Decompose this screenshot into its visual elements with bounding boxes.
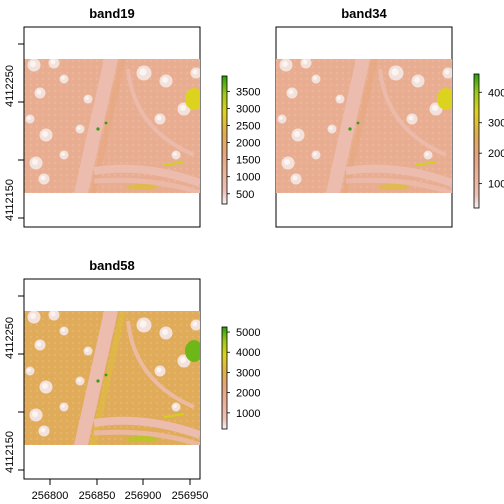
colorbar-tick-label: 1500: [236, 155, 260, 167]
colorbar: 100 200 300 400: [474, 74, 504, 208]
panel-title: band19: [89, 6, 135, 21]
vegetation-feature: [378, 184, 410, 190]
raster-image: [24, 58, 203, 194]
colorbar-tick-label: 200: [488, 148, 504, 160]
colorbar-tick-label: 4000: [236, 347, 260, 359]
x-tick-label: 256900: [125, 490, 162, 502]
x-tick-label: 256850: [79, 490, 116, 502]
panel-band19: band19 4112150 4112250 500 1000 1500 2000 25…: [4, 6, 260, 227]
raster-image: [24, 310, 203, 446]
y-tick-label: 4112250: [4, 65, 16, 107]
panel-title: band34: [341, 6, 387, 21]
y-axis: 4112150 4112250: [4, 296, 24, 473]
x-axis: 256800 256850 256900 256950: [32, 479, 209, 502]
raster-image: [276, 58, 455, 194]
colorbar-tick-label: 400: [488, 87, 504, 99]
colorbar-tick-label: 2500: [236, 120, 260, 132]
vegetation-feature: [126, 436, 158, 442]
y-tick-label: 4112250: [4, 317, 16, 359]
colorbar-tick-label: 1000: [236, 172, 260, 184]
panel-title: band58: [89, 258, 135, 273]
vegetation-feature: [126, 184, 158, 190]
colorbar: 1000 2000 3000 4000 5000: [222, 327, 260, 429]
colorbar-tick-label: 3500: [236, 86, 260, 98]
colorbar-ramp: [222, 327, 227, 429]
colorbar-tick-label: 3000: [236, 103, 260, 115]
y-tick-label: 4112150: [4, 179, 16, 221]
y-axis: 4112150 4112250: [4, 44, 24, 221]
colorbar-tick-label: 2000: [236, 138, 260, 150]
colorbar-tick-label: 2000: [236, 388, 260, 400]
colorbar-ramp: [222, 76, 227, 204]
colorbar-tick-label: 3000: [236, 367, 260, 379]
colorbar: 500 1000 1500 2000 2500 3000 3500: [222, 76, 260, 204]
x-tick-label: 256800: [32, 490, 69, 502]
x-tick-label: 256950: [172, 490, 209, 502]
colorbar-tick-label: 500: [236, 189, 254, 201]
colorbar-tick-label: 5000: [236, 327, 260, 339]
colorbar-tick-label: 100: [488, 179, 504, 191]
colorbar-tick-label: 1000: [236, 408, 260, 420]
colorbar-ramp: [474, 74, 479, 208]
y-tick-label: 4112150: [4, 431, 16, 473]
colorbar-tick-label: 300: [488, 118, 504, 130]
panel-band34: band34 100 200 300 400: [276, 6, 504, 227]
panel-band58: band58 4112150 4112250 256800 256850 256…: [4, 258, 260, 502]
